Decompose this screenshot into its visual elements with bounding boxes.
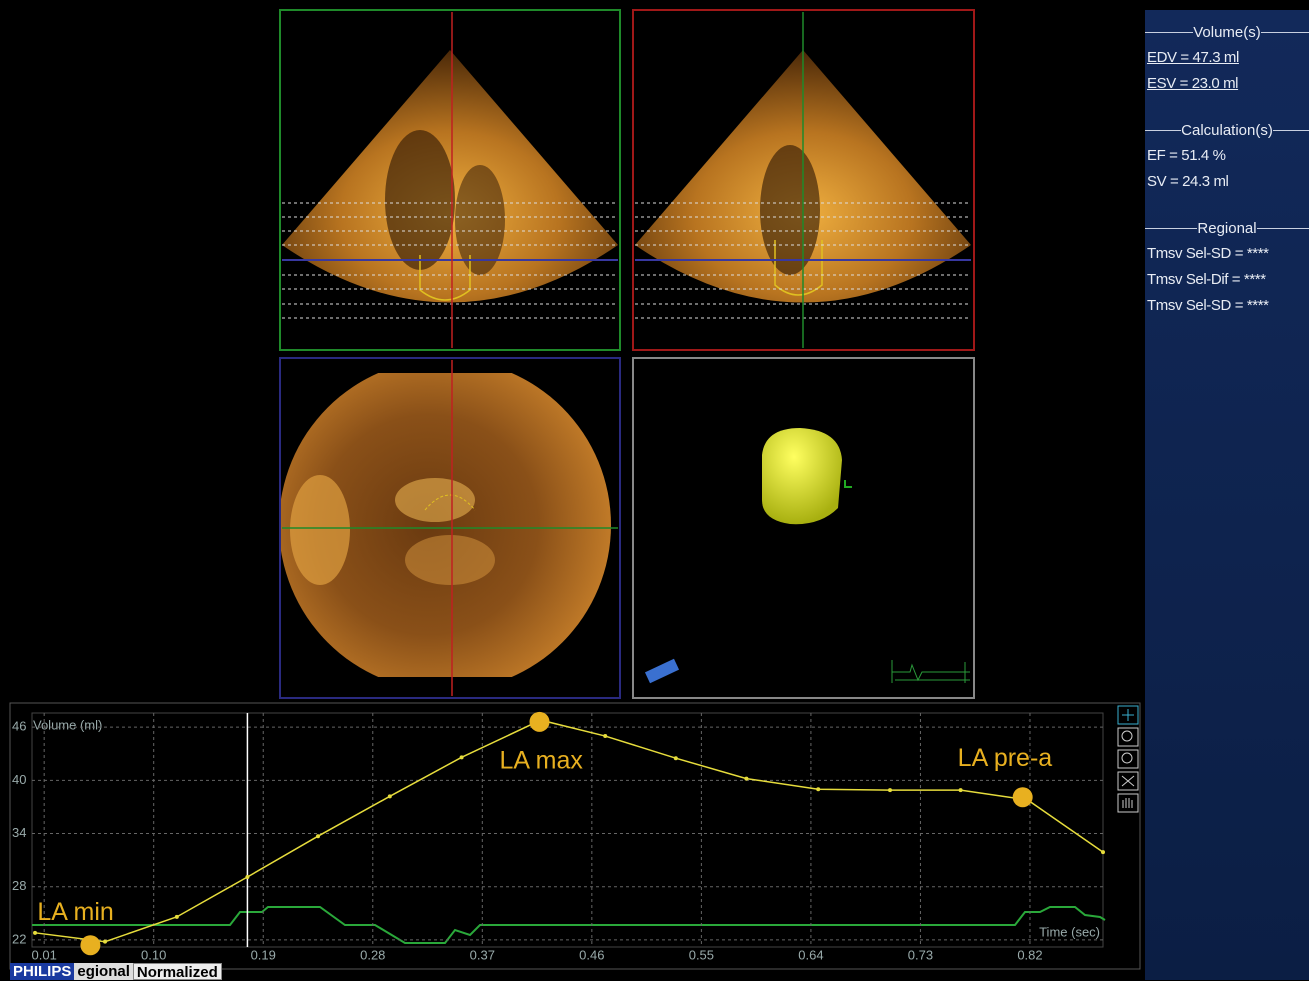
results-panel: Volume(s) EDV = 47.3 ml ESV = 23.0 ml Calcu… (1145, 10, 1309, 980)
section-heading: Regional (1145, 220, 1309, 237)
x-tick-label: 0.64 (798, 947, 823, 962)
volume-point (33, 931, 37, 935)
x-tick-label: 0.37 (470, 947, 495, 962)
view-a4c[interactable] (280, 10, 620, 350)
volume-point (816, 787, 820, 791)
volume-point (245, 875, 249, 879)
x-tick-label: 0.28 (360, 947, 385, 962)
y-tick-label: 34 (12, 825, 26, 840)
phase-label: LA pre-a (958, 744, 1053, 772)
y-tick-label: 22 (12, 931, 26, 946)
volume-point (103, 940, 107, 944)
tab-bar: PHILIPS egional Normalized (10, 963, 222, 980)
x-axis-label: Time (sec) (1039, 924, 1100, 939)
volume-point (744, 777, 748, 781)
phase-marker (80, 935, 100, 955)
measurement: Tmsv Sel-SD = **** (1147, 297, 1309, 314)
section-heading: Calculation(s) (1145, 122, 1309, 139)
viewer: Volume (ml) Time (sec) 22 28 34 40 46 0.01 0.1… (0, 0, 1309, 980)
x-tick-label: 0.73 (908, 947, 933, 962)
x-tick-label: 0.46 (579, 947, 604, 962)
volume-point (460, 755, 464, 759)
view-3d[interactable] (633, 358, 974, 698)
volume-point (888, 788, 892, 792)
section: Calculation(s) EF = 51.4 % SV = 24.3 ml (1145, 122, 1309, 190)
x-tick-label: 0.82 (1017, 947, 1042, 962)
phase-marker (530, 712, 550, 732)
phase-label: LA min (37, 898, 113, 926)
y-tick-label: 28 (12, 878, 26, 893)
measurement: Tmsv Sel-SD = **** (1147, 245, 1309, 262)
x-tick-label: 0.55 (689, 947, 714, 962)
volume-point (603, 734, 607, 738)
tab[interactable]: egional (74, 963, 133, 980)
volume-point (1101, 850, 1105, 854)
logo: PHILIPS (10, 963, 74, 980)
x-tick-label: 0.01 (32, 947, 57, 962)
tab[interactable]: Normalized (133, 963, 222, 980)
measurement: EDV = 47.3 ml (1147, 49, 1309, 66)
y-tick-label: 40 (12, 772, 26, 787)
measurement: Tmsv Sel-Dif = **** (1147, 271, 1309, 288)
measurement: SV = 24.3 ml (1147, 173, 1309, 190)
section-heading: Volume(s) (1145, 24, 1309, 41)
screen: Volume (ml) Time (sec) 22 28 34 40 46 0.01 0.1… (0, 0, 1309, 980)
x-tick-label: 0.19 (251, 947, 276, 962)
section: Regional Tmsv Sel-SD = **** Tmsv Sel-Dif =… (1145, 220, 1309, 314)
volume-chart[interactable]: Volume (ml) Time (sec) 22 28 34 40 46 0.01 0.1… (10, 703, 1140, 969)
view-short-axis[interactable] (279, 358, 620, 698)
view-a2c[interactable] (633, 10, 974, 350)
phase-label: LA max (500, 746, 584, 774)
volume-point (175, 915, 179, 919)
volume-point (674, 756, 678, 760)
y-tick-label: 46 (12, 719, 26, 734)
measurement: ESV = 23.0 ml (1147, 75, 1309, 92)
y-axis-label: Volume (ml) (33, 717, 102, 732)
phase-marker (1013, 787, 1033, 807)
volume-point (388, 794, 392, 798)
section: Volume(s) EDV = 47.3 ml ESV = 23.0 ml (1145, 24, 1309, 92)
volume-point (959, 788, 963, 792)
measurement: EF = 51.4 % (1147, 147, 1309, 164)
volume-point (316, 834, 320, 838)
x-tick-label: 0.10 (141, 947, 166, 962)
